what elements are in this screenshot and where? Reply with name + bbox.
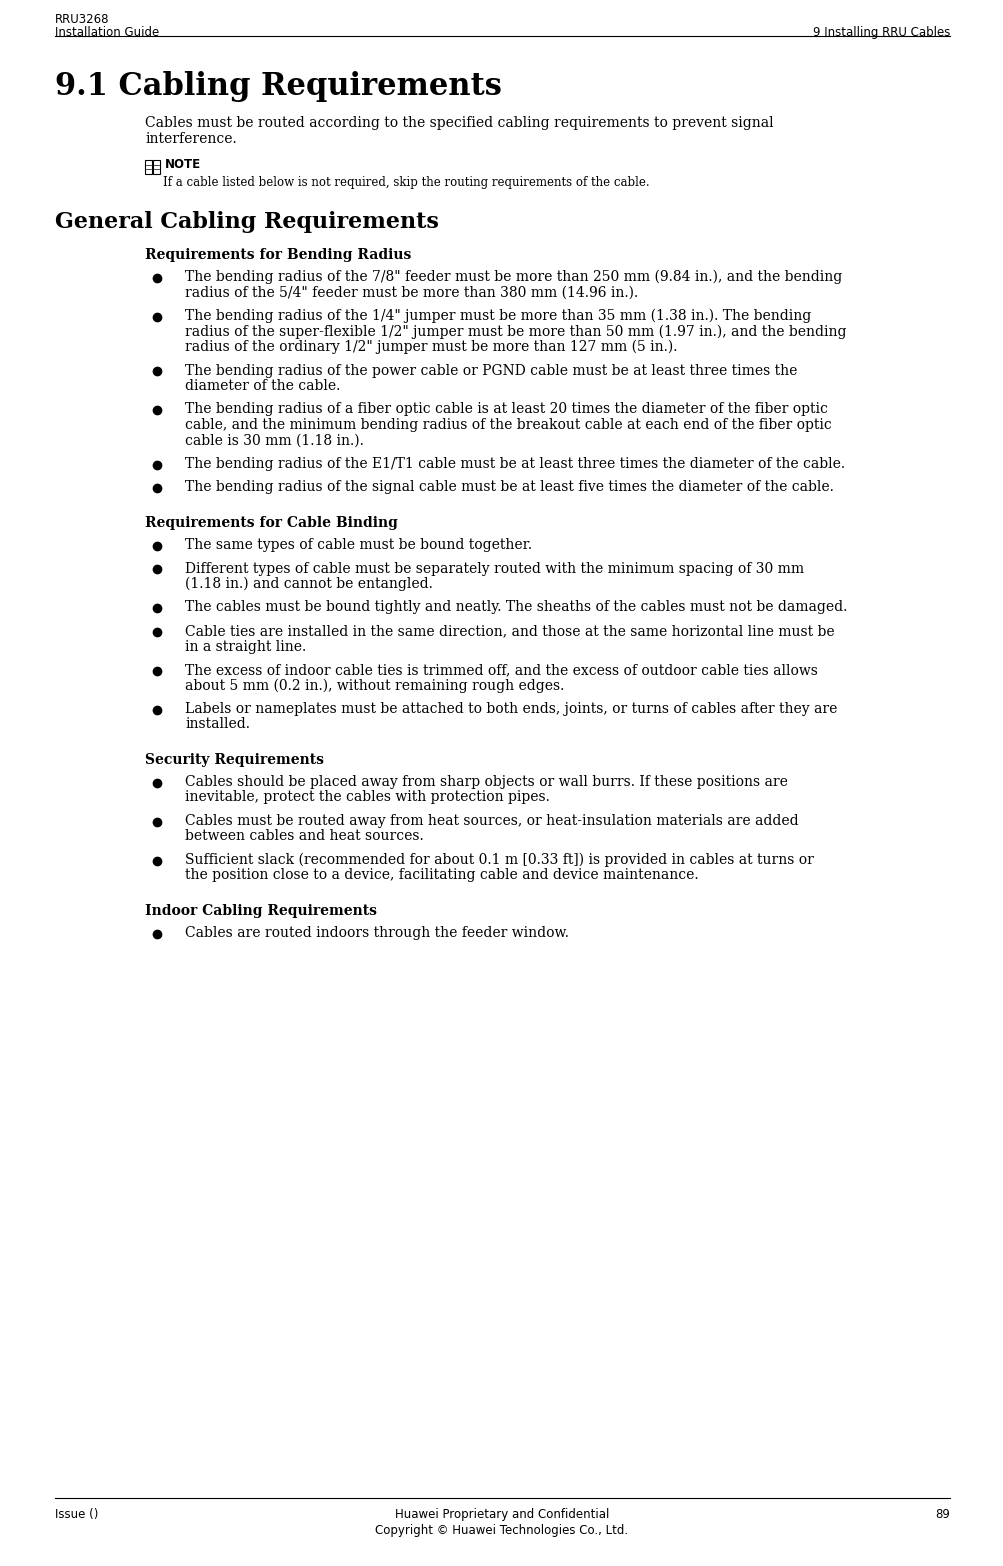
Text: cable, and the minimum bending radius of the breakout cable at each end of the f: cable, and the minimum bending radius of… bbox=[185, 418, 830, 432]
Text: Cables are routed indoors through the feeder window.: Cables are routed indoors through the fe… bbox=[185, 926, 569, 940]
Text: The bending radius of the E1/T1 cable must be at least three times the diameter : The bending radius of the E1/T1 cable mu… bbox=[185, 457, 845, 471]
Text: The bending radius of the power cable or PGND cable must be at least three times: The bending radius of the power cable or… bbox=[185, 363, 796, 377]
Text: The bending radius of a fiber optic cable is at least 20 times the diameter of t: The bending radius of a fiber optic cabl… bbox=[185, 402, 827, 417]
Text: Cables must be routed according to the specified cabling requirements to prevent: Cables must be routed according to the s… bbox=[144, 116, 773, 130]
Text: Labels or nameplates must be attached to both ends, joints, or turns of cables a: Labels or nameplates must be attached to… bbox=[185, 702, 837, 716]
Text: Huawei Proprietary and Confidential: Huawei Proprietary and Confidential bbox=[394, 1508, 609, 1521]
Text: The same types of cable must be bound together.: The same types of cable must be bound to… bbox=[185, 539, 532, 551]
Text: interference.: interference. bbox=[144, 132, 237, 146]
Text: Different types of cable must be separately routed with the minimum spacing of 3: Different types of cable must be separat… bbox=[185, 562, 803, 575]
Text: Indoor Cabling Requirements: Indoor Cabling Requirements bbox=[144, 904, 376, 918]
Text: RRU3268: RRU3268 bbox=[55, 13, 109, 27]
Text: in a straight line.: in a straight line. bbox=[185, 639, 306, 653]
Text: The bending radius of the 1/4" jumper must be more than 35 mm (1.38 in.). The be: The bending radius of the 1/4" jumper mu… bbox=[185, 309, 810, 324]
Text: radius of the super-flexible 1/2" jumper must be more than 50 mm (1.97 in.), and: radius of the super-flexible 1/2" jumper… bbox=[185, 324, 846, 338]
Text: radius of the 5/4" feeder must be more than 380 mm (14.96 in.).: radius of the 5/4" feeder must be more t… bbox=[185, 285, 638, 299]
Text: Security Requirements: Security Requirements bbox=[144, 753, 324, 767]
Text: The excess of indoor cable ties is trimmed off, and the excess of outdoor cable : The excess of indoor cable ties is trimm… bbox=[185, 662, 817, 677]
Text: between cables and heat sources.: between cables and heat sources. bbox=[185, 830, 423, 844]
Text: Issue (): Issue () bbox=[55, 1508, 98, 1521]
Text: installed.: installed. bbox=[185, 717, 250, 731]
Text: about 5 mm (0.2 in.), without remaining rough edges.: about 5 mm (0.2 in.), without remaining … bbox=[185, 678, 564, 692]
Text: radius of the ordinary 1/2" jumper must be more than 127 mm (5 in.).: radius of the ordinary 1/2" jumper must … bbox=[185, 340, 677, 354]
Text: diameter of the cable.: diameter of the cable. bbox=[185, 379, 340, 393]
Bar bbox=[152, 160, 159, 174]
Text: Requirements for Cable Binding: Requirements for Cable Binding bbox=[144, 517, 397, 529]
Text: The bending radius of the signal cable must be at least five times the diameter : The bending radius of the signal cable m… bbox=[185, 481, 833, 495]
Text: 9 Installing RRU Cables: 9 Installing RRU Cables bbox=[811, 27, 949, 39]
Bar bbox=[144, 160, 151, 174]
Text: Installation Guide: Installation Guide bbox=[55, 27, 159, 39]
Text: Sufficient slack (recommended for about 0.1 m [0.33 ft]) is provided in cables a: Sufficient slack (recommended for about … bbox=[185, 853, 813, 868]
Text: 9.1 Cabling Requirements: 9.1 Cabling Requirements bbox=[55, 70, 502, 102]
Text: If a cable listed below is not required, skip the routing requirements of the ca: If a cable listed below is not required,… bbox=[162, 175, 649, 189]
Text: (1.18 in.) and cannot be entangled.: (1.18 in.) and cannot be entangled. bbox=[185, 576, 432, 592]
Text: Copyright © Huawei Technologies Co., Ltd.: Copyright © Huawei Technologies Co., Ltd… bbox=[375, 1524, 628, 1536]
Text: General Cabling Requirements: General Cabling Requirements bbox=[55, 211, 438, 233]
Text: cable is 30 mm (1.18 in.).: cable is 30 mm (1.18 in.). bbox=[185, 434, 363, 448]
Text: Cables should be placed away from sharp objects or wall burrs. If these position: Cables should be placed away from sharp … bbox=[185, 775, 787, 789]
Text: Requirements for Bending Radius: Requirements for Bending Radius bbox=[144, 247, 411, 262]
Text: the position close to a device, facilitating cable and device maintenance.: the position close to a device, facilita… bbox=[185, 869, 698, 883]
Text: 89: 89 bbox=[934, 1508, 949, 1521]
Text: The cables must be bound tightly and neatly. The sheaths of the cables must not : The cables must be bound tightly and nea… bbox=[185, 600, 847, 614]
Text: Cables must be routed away from heat sources, or heat-insulation materials are a: Cables must be routed away from heat sou… bbox=[185, 814, 797, 828]
Text: The bending radius of the 7/8" feeder must be more than 250 mm (9.84 in.), and t: The bending radius of the 7/8" feeder mu… bbox=[185, 269, 842, 285]
Text: Cable ties are installed in the same direction, and those at the same horizontal: Cable ties are installed in the same dir… bbox=[185, 623, 833, 637]
Text: inevitable, protect the cables with protection pipes.: inevitable, protect the cables with prot… bbox=[185, 791, 550, 805]
Text: NOTE: NOTE bbox=[164, 158, 201, 171]
